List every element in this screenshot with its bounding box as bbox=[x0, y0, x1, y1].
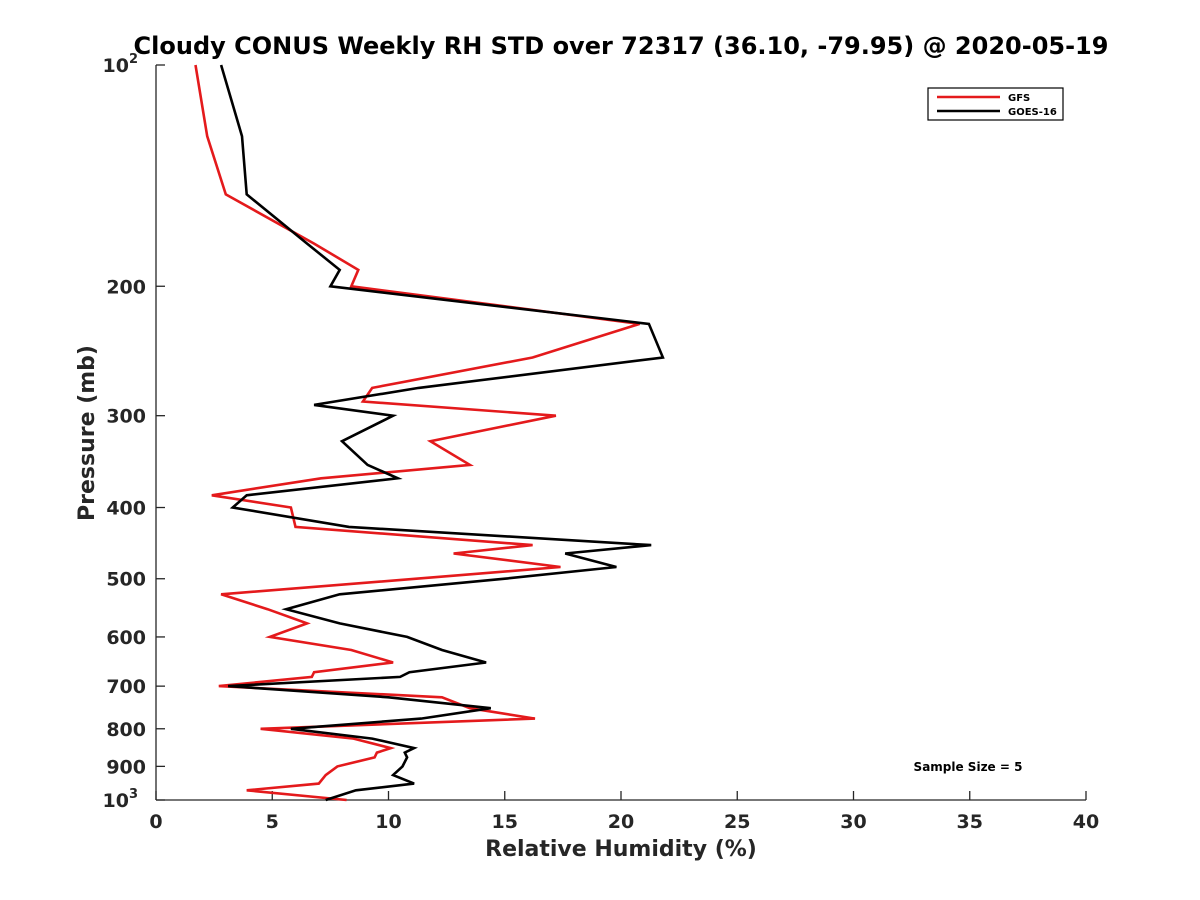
y-tick-label: 500 bbox=[106, 569, 146, 591]
chart-title: Cloudy CONUS Weekly RH STD over 72317 (3… bbox=[134, 32, 1109, 60]
x-tick-label: 35 bbox=[957, 811, 983, 833]
x-tick-label: 30 bbox=[840, 811, 866, 833]
y-tick-label: 700 bbox=[106, 676, 146, 698]
y-tick-label: 600 bbox=[106, 627, 146, 649]
x-tick-label: 40 bbox=[1073, 811, 1099, 833]
legend: GFS GOES-16 bbox=[927, 87, 1064, 121]
legend-box bbox=[927, 87, 1064, 121]
y-tick-label: 300 bbox=[106, 406, 146, 428]
axes: 0 5 10 15 20 25 30 35 40 102 200 300 400 500 600 700 800… bbox=[103, 52, 1100, 833]
series-line-goes-16 bbox=[219, 64, 665, 802]
x-tick-label: 10 bbox=[375, 811, 401, 833]
y-tick-label: 200 bbox=[106, 276, 146, 298]
y-tick-label: 800 bbox=[106, 719, 146, 741]
legend-label-goes-16: GOES-16 bbox=[1008, 107, 1057, 118]
series-lines bbox=[194, 64, 665, 802]
series-line-gfs bbox=[194, 64, 640, 802]
x-tick-label: 0 bbox=[149, 811, 162, 833]
y-tick-label: 400 bbox=[106, 498, 146, 520]
x-tick-label: 5 bbox=[266, 811, 279, 833]
y-tick-label: 103 bbox=[103, 787, 139, 812]
x-tick-label: 15 bbox=[492, 811, 518, 833]
x-axis-label: Relative Humidity (%) bbox=[485, 837, 757, 862]
y-axis-label: Pressure (mb) bbox=[75, 345, 100, 521]
legend-label-gfs: GFS bbox=[1008, 93, 1030, 104]
sample-size-annotation: Sample Size = 5 bbox=[914, 760, 1023, 774]
y-tick-label: 900 bbox=[106, 756, 146, 778]
y-tick-label: 102 bbox=[103, 52, 139, 77]
x-tick-label: 20 bbox=[608, 811, 634, 833]
x-tick-label: 25 bbox=[724, 811, 750, 833]
